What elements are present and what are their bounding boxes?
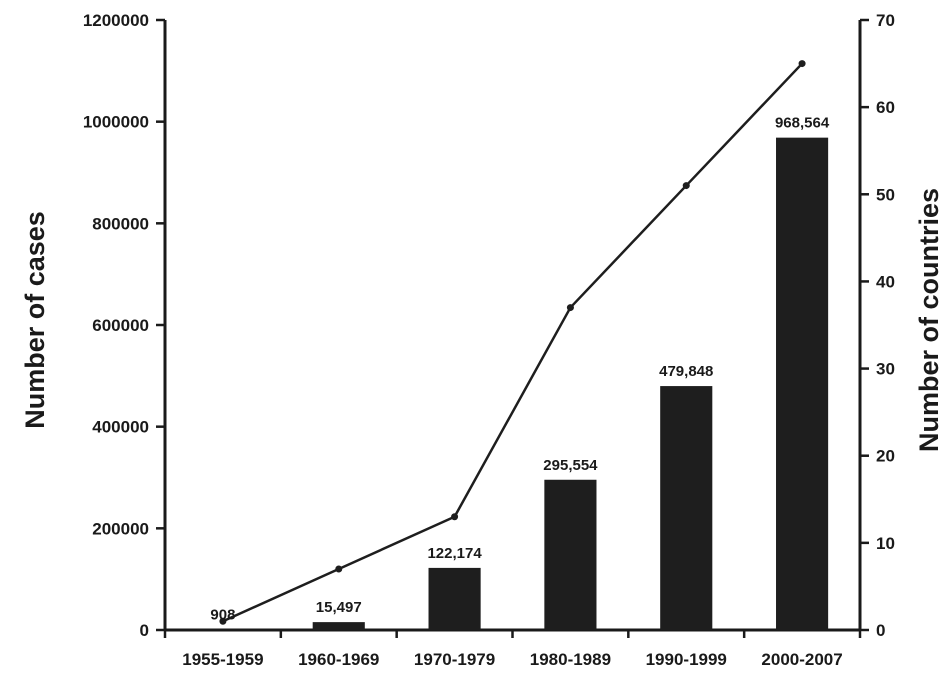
countries-point (219, 617, 227, 625)
x-tick-label: 1990-1999 (646, 650, 727, 669)
x-tick-label: 1960-1969 (298, 650, 379, 669)
x-tick-label: 1970-1979 (414, 650, 495, 669)
y2-tick-label: 30 (876, 360, 895, 379)
bar-data-label: 908 (210, 607, 235, 624)
bar (776, 137, 829, 630)
x-tick-label: 1980-1989 (530, 650, 611, 669)
bar-data-label: 122,174 (427, 545, 482, 562)
x-tick-label: 2000-2007 (761, 650, 842, 669)
countries-point (335, 565, 343, 573)
bar-data-label: 479,848 (659, 363, 713, 380)
y2-tick-label: 50 (876, 185, 895, 204)
countries-point (566, 304, 574, 312)
y2-tick-label: 60 (876, 98, 895, 117)
bars (196, 137, 829, 630)
y-tick-label: 200000 (92, 519, 149, 538)
y2-tick-label: 70 (876, 11, 895, 30)
y-tick-label: 1000000 (83, 113, 149, 132)
y2-tick-label: 20 (876, 447, 895, 466)
labels: 0 200000 400000 600000 800000 1000000 1200000 0… (83, 11, 895, 669)
y-tick-label: 400000 (92, 418, 149, 437)
y2-tick-label: 10 (876, 534, 895, 553)
y-tick-label: 600000 (92, 316, 149, 335)
countries-point (451, 513, 459, 521)
axes (156, 18, 869, 638)
bar (196, 629, 249, 630)
y-tick-label: 1200000 (83, 11, 149, 30)
bar (544, 479, 597, 630)
y-axis-title: Number of cases (20, 211, 50, 429)
y2-tick-label: 0 (876, 621, 885, 640)
x-tick-label: 1955-1959 (182, 650, 263, 669)
bar-data-label: 968,564 (775, 115, 830, 132)
bar (428, 567, 481, 630)
bar (660, 386, 713, 630)
countries-line-layer (219, 60, 806, 625)
y2-axis-title: Number of countries (914, 188, 944, 452)
bar (312, 622, 365, 630)
y-tick-label: 0 (140, 621, 149, 640)
countries-point (682, 182, 690, 190)
bar-data-label: 295,554 (543, 457, 598, 474)
y2-tick-label: 40 (876, 272, 895, 291)
bar-data-label: 15,497 (316, 599, 362, 616)
countries-line (222, 62, 803, 623)
countries-point (798, 60, 806, 68)
y-tick-label: 800000 (92, 214, 149, 233)
